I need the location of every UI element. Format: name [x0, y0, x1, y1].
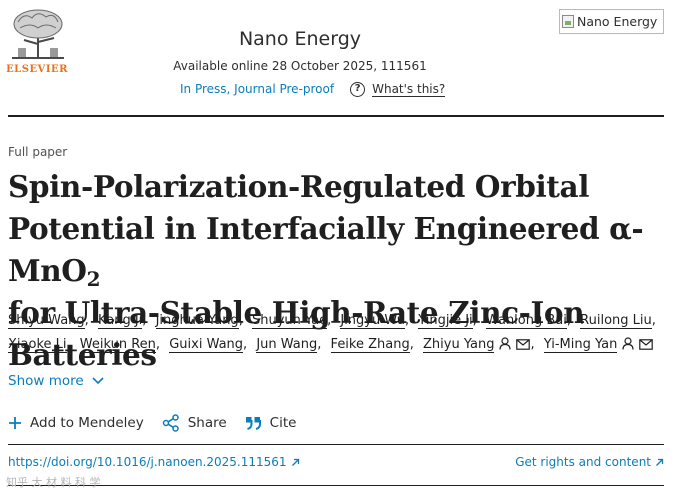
author-item: Kang Ji, — [97, 313, 151, 329]
chevron-down-icon — [92, 377, 104, 385]
author-separator: , — [243, 337, 248, 352]
author-item: Xiaoke Li, — [8, 337, 76, 353]
author-item: Weikun Ren, — [79, 337, 165, 353]
author-name-link[interactable]: Yi-Ming Yan — [543, 337, 618, 353]
question-icon[interactable]: ? — [350, 81, 366, 97]
external-link-icon — [656, 458, 664, 466]
show-more-button[interactable]: Show more — [8, 373, 104, 389]
elsevier-tree-icon — [10, 8, 66, 60]
author-item: Wanlong Bai, — [485, 313, 576, 329]
publisher-name: ELSEVIER — [6, 64, 68, 75]
author-separator: , — [327, 313, 332, 328]
watermark-text: 知乎 大 材 料 科 学 — [6, 476, 101, 489]
share-icon — [162, 414, 179, 432]
person-icon[interactable] — [499, 335, 512, 359]
in-press-status: In Press, Journal Pre-proof — [180, 82, 335, 96]
author-name-link[interactable]: Jun Wang — [256, 337, 318, 353]
availability-info: Available online 28 October 2025, 111561 — [173, 59, 427, 73]
article-title: Spin-Polarization-Regulated Orbital Pote… — [8, 166, 668, 376]
article-header: ELSEVIER Nano Energy Available online 28… — [0, 0, 676, 116]
author-name-link[interactable]: Guixi Wang — [169, 337, 244, 353]
author-item: Zhiyu Yang, — [423, 337, 540, 353]
author-item: Ruilong Liu, — [580, 313, 661, 329]
quote-icon — [245, 417, 261, 430]
doi-link[interactable]: https://doi.org/10.1016/j.nanoen.2025.11… — [8, 455, 300, 469]
author-name-link[interactable]: Jingyu Wu — [340, 313, 405, 329]
author-separator: , — [651, 313, 656, 328]
journal-title[interactable]: Nano Energy — [238, 28, 362, 50]
share-button[interactable]: Share — [162, 414, 227, 432]
author-separator: , — [409, 337, 414, 352]
author-separator: , — [84, 313, 89, 328]
author-item: Shuyun Yao, — [251, 313, 336, 329]
author-separator: , — [238, 313, 243, 328]
elsevier-logo[interactable]: ELSEVIER — [6, 8, 68, 78]
get-rights-link[interactable]: Get rights and content — [515, 455, 664, 469]
cite-button[interactable]: Cite — [245, 415, 297, 431]
title-subscript: 2 — [86, 267, 101, 291]
author-item: Shiyu Wang, — [8, 313, 94, 329]
author-separator: , — [566, 313, 572, 328]
author-name-link[interactable]: Shiyu Wang — [8, 313, 85, 329]
author-item: Guixi Wang, — [169, 337, 252, 353]
mail-icon[interactable] — [639, 335, 654, 359]
rights-text: Get rights and content — [515, 455, 651, 469]
show-more-label: Show more — [8, 373, 84, 389]
author-separator: , — [317, 337, 322, 352]
author-separator: , — [142, 313, 147, 328]
author-item: Feike Zhang, — [330, 337, 419, 353]
author-list: Shiyu Wang, Kang Ji, Jinghua Yang, Shuyu… — [8, 309, 672, 359]
author-separator: , — [155, 337, 161, 352]
title-line-3: for Ultra-Stable High-Rate Zinc-Ion Batt… — [8, 295, 585, 372]
author-name-link[interactable]: Zhiyu Yang — [423, 337, 495, 353]
footer-divider — [8, 485, 664, 486]
article-actions: Add to Mendeley Share Cite — [8, 412, 314, 434]
author-name-link[interactable]: Ruilong Liu — [580, 313, 652, 329]
author-name-link[interactable]: Yingjie Ji — [418, 313, 473, 329]
mendeley-label: Add to Mendeley — [30, 415, 144, 431]
author-item: Yi-Ming Yan — [543, 337, 654, 353]
author-name-link[interactable]: Wanlong Bai — [485, 313, 567, 329]
author-separator: , — [405, 313, 410, 328]
author-item: Yingjie Ji, — [418, 313, 482, 329]
mail-icon[interactable] — [516, 335, 531, 359]
author-name-link[interactable]: Xiaoke Li — [8, 337, 67, 353]
external-link-icon — [291, 458, 299, 466]
title-line-1: Spin-Polarization-Regulated Orbital — [8, 169, 590, 204]
share-label: Share — [187, 415, 227, 431]
author-separator: , — [66, 337, 71, 352]
author-item: Jingyu Wu, — [340, 313, 414, 329]
whats-this-link[interactable]: What's this? — [372, 81, 446, 97]
author-item: Jun Wang, — [256, 337, 326, 353]
author-name-link[interactable]: Jinghua Yang — [155, 313, 239, 329]
broken-image-icon — [562, 15, 574, 28]
author-name-link[interactable]: Kang Ji — [97, 313, 143, 329]
person-icon[interactable] — [622, 335, 634, 359]
author-separator: , — [472, 313, 477, 328]
journal-cover-alt: Nano Energy — [577, 14, 658, 29]
cite-label: Cite — [269, 415, 297, 431]
plus-icon — [9, 417, 21, 429]
author-item: Jinghua Yang, — [155, 313, 248, 329]
doi-text: https://doi.org/10.1016/j.nanoen.2025.11… — [8, 455, 287, 469]
title-line-2: Potential in Interfacially Engineered α-… — [8, 211, 644, 288]
author-separator: , — [530, 337, 535, 352]
header-divider — [8, 115, 664, 117]
author-name-link[interactable]: Feike Zhang — [330, 337, 410, 353]
actions-divider — [8, 444, 664, 445]
add-to-mendeley-button[interactable]: Add to Mendeley — [8, 415, 144, 431]
article-type: Full paper — [8, 145, 68, 159]
journal-cover-image[interactable]: Nano Energy — [559, 9, 664, 34]
author-name-link[interactable]: Weikun Ren — [79, 337, 156, 353]
author-name-link[interactable]: Shuyun Yao — [251, 313, 328, 329]
status-row: In Press, Journal Pre-proof ? What's thi… — [180, 80, 446, 98]
